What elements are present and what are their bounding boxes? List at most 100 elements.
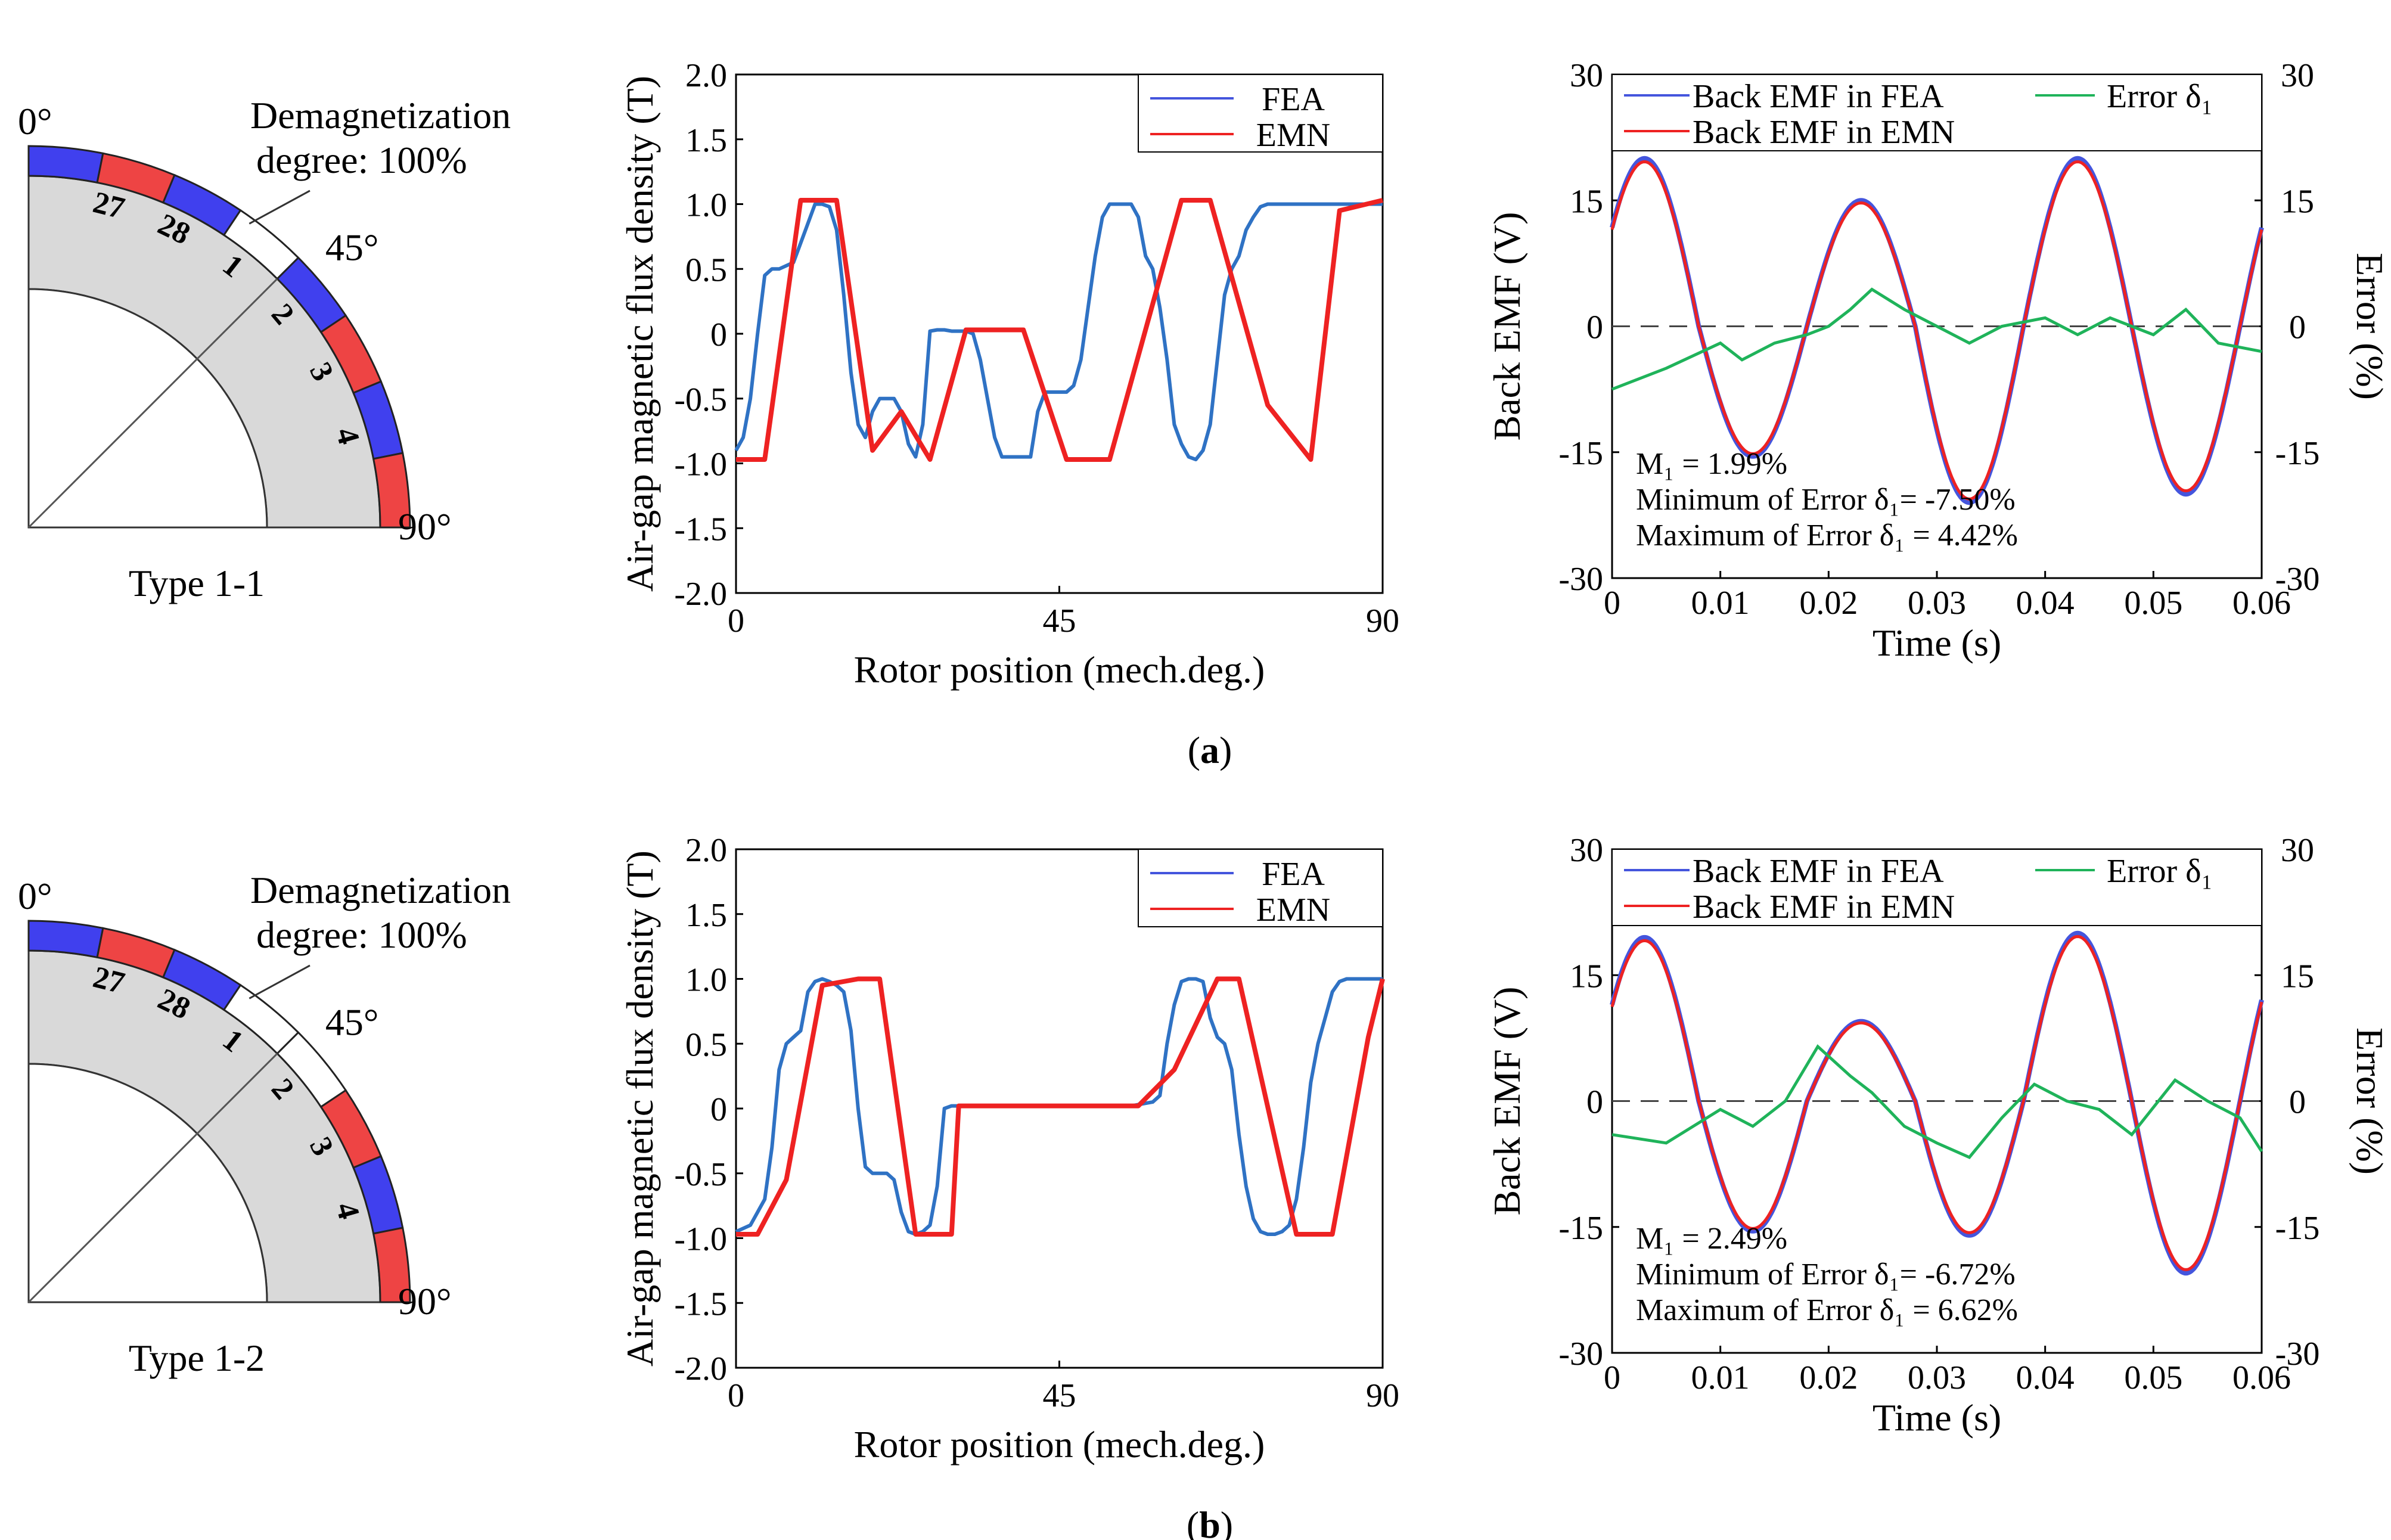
flux-ytick-label: 0 (710, 316, 727, 353)
emf-ylabel-right: Error (%) (2349, 1027, 2391, 1175)
emf-ytick-label-right: 15 (2281, 958, 2314, 995)
emf-ytick-label-right: -15 (2275, 1210, 2320, 1247)
demag-label-line2: degree: 100% (256, 139, 467, 181)
diagonal-line (27, 1052, 278, 1303)
caption-letter: b (1199, 1504, 1221, 1540)
angle-45-label: 45° (325, 1001, 379, 1044)
emf-annotation: Maximum of Error δ₁ = 6.62% (1636, 1293, 2018, 1327)
flux-ylabel: Air-gap magnetic flux density (T) (619, 76, 661, 592)
flux-ylabel: Air-gap magnetic flux density (T) (619, 850, 661, 1367)
emf-legend-box (1611, 74, 2262, 151)
flux-xtick-label: 90 (1366, 1377, 1399, 1414)
emf-legend-label: Error δ₁ (2107, 853, 2213, 890)
flux-ytick-label: -2.0 (674, 576, 727, 613)
emf-ytick-label: -15 (1558, 435, 1603, 472)
flux-legend-box (1138, 849, 1383, 927)
demag-label-line2: degree: 100% (256, 914, 467, 956)
emf-annotation: Minimum of Error δ₁= -6.72% (1636, 1258, 2016, 1291)
emf-series-error (1611, 287, 2262, 391)
emf-ytick-label-right: 0 (2289, 309, 2306, 346)
emf-xtick-label: 0 (1604, 1359, 1620, 1396)
emf-ytick-label: -15 (1558, 1210, 1603, 1247)
flux-ytick-label: 1.0 (685, 962, 727, 999)
demag-label-line1: Demagnetization (250, 94, 511, 136)
flux-ytick-label: 1.0 (685, 187, 727, 224)
emf-legend-label: Back EMF in EMN (1693, 889, 1955, 926)
emf-legend-label: Error δ₁ (2107, 78, 2213, 115)
flux-ytick-label: -0.5 (674, 1156, 727, 1193)
flux-ytick-label: -1.0 (674, 446, 727, 483)
emf-ytick-label: 15 (1570, 958, 1603, 995)
angle-90-label: 90° (398, 505, 452, 548)
flux-ytick-label: 1.5 (685, 897, 727, 934)
emf-xtick-label: 0.03 (1908, 585, 1966, 622)
emf-xtick-label: 0.04 (2016, 1359, 2075, 1396)
emf-ytick-label: 30 (1570, 57, 1603, 94)
demag-leader (249, 964, 310, 999)
caption-close: ) (1219, 729, 1232, 771)
emf-ylabel-left: Back EMF (V) (1486, 212, 1528, 441)
angle-45-label: 45° (325, 226, 379, 269)
emf-ytick-label-right: -30 (2275, 561, 2320, 598)
flux-xlabel: Rotor position (mech.deg.) (854, 1423, 1265, 1466)
emf-annotation: Minimum of Error δ₁= -7.50% (1636, 483, 2016, 517)
flux-legend-label: EMN (1256, 117, 1330, 154)
flux-ytick-label: 1.5 (685, 122, 727, 159)
flux-xtick-label: 90 (1366, 603, 1399, 639)
emf-xlabel: Time (s) (1873, 622, 2001, 664)
emf-legend-box (1611, 849, 2262, 926)
flux-ytick-label: 0.5 (685, 1026, 727, 1063)
flux-xtick-label: 0 (728, 603, 744, 639)
demag-label-line1: Demagnetization (250, 869, 511, 911)
flux-xlabel: Rotor position (mech.deg.) (854, 648, 1265, 691)
flux-xtick-label: 0 (728, 1377, 744, 1414)
emf-xlabel: Time (s) (1873, 1396, 2001, 1439)
emf-xtick-label: 0.06 (2232, 585, 2291, 622)
emf-ylabel-right: Error (%) (2349, 253, 2391, 400)
emf-ytick-label-right: 0 (2289, 1084, 2306, 1121)
flux-series-fea (734, 202, 1383, 461)
emf-ylabel-left: Back EMF (V) (1486, 987, 1528, 1216)
type-label: Type 1-2 (129, 1337, 265, 1379)
emf-ytick-label-right: 30 (2281, 832, 2314, 869)
caption-letter: a (1200, 729, 1219, 771)
emf-xtick-label: 0.02 (1799, 1359, 1858, 1396)
emf-ytick-label: 0 (1586, 1084, 1603, 1121)
emf-annotation: Maximum of Error δ₁ = 4.42% (1636, 518, 2018, 552)
emf-annotation: M₁ = 2.49% (1636, 1222, 1787, 1256)
emf-xtick-label: 0.05 (2124, 1359, 2182, 1396)
emf-ytick-label-right: -30 (2275, 1336, 2320, 1373)
flux-ytick-label: -2.0 (674, 1350, 727, 1387)
flux-legend-label: FEA (1262, 81, 1325, 118)
flux-series-emn (736, 198, 1383, 462)
emf-xtick-label: 0.01 (1691, 1359, 1750, 1396)
flux-legend-box (1138, 74, 1383, 153)
flux-xtick-label: 45 (1043, 603, 1076, 639)
emf-xtick-label: 0.06 (2232, 1359, 2291, 1396)
emf-legend-label: Back EMF in FEA (1693, 78, 1944, 115)
flux-ytick-label: 0.5 (685, 252, 727, 288)
emf-series-emn (1610, 160, 2263, 501)
demag-leader (249, 190, 310, 225)
angle-0-label: 0° (18, 100, 52, 142)
emf-xtick-label: 0.05 (2124, 585, 2182, 622)
angle-90-label: 90° (398, 1280, 452, 1322)
emf-ytick-label-right: -15 (2275, 435, 2320, 472)
emf-legend-label: Back EMF in FEA (1693, 853, 1944, 890)
flux-ytick-label: -0.5 (674, 381, 727, 418)
magnet-segment (372, 452, 411, 529)
emf-legend-label: Back EMF in EMN (1693, 114, 1955, 151)
emf-ytick-label: 30 (1570, 832, 1603, 869)
flux-legend-label: FEA (1262, 856, 1325, 893)
emf-series-emn (1610, 934, 2263, 1271)
emf-xtick-label: 0.02 (1799, 585, 1858, 622)
flux-legend-label: EMN (1256, 892, 1330, 929)
flux-xtick-label: 45 (1043, 1377, 1076, 1414)
